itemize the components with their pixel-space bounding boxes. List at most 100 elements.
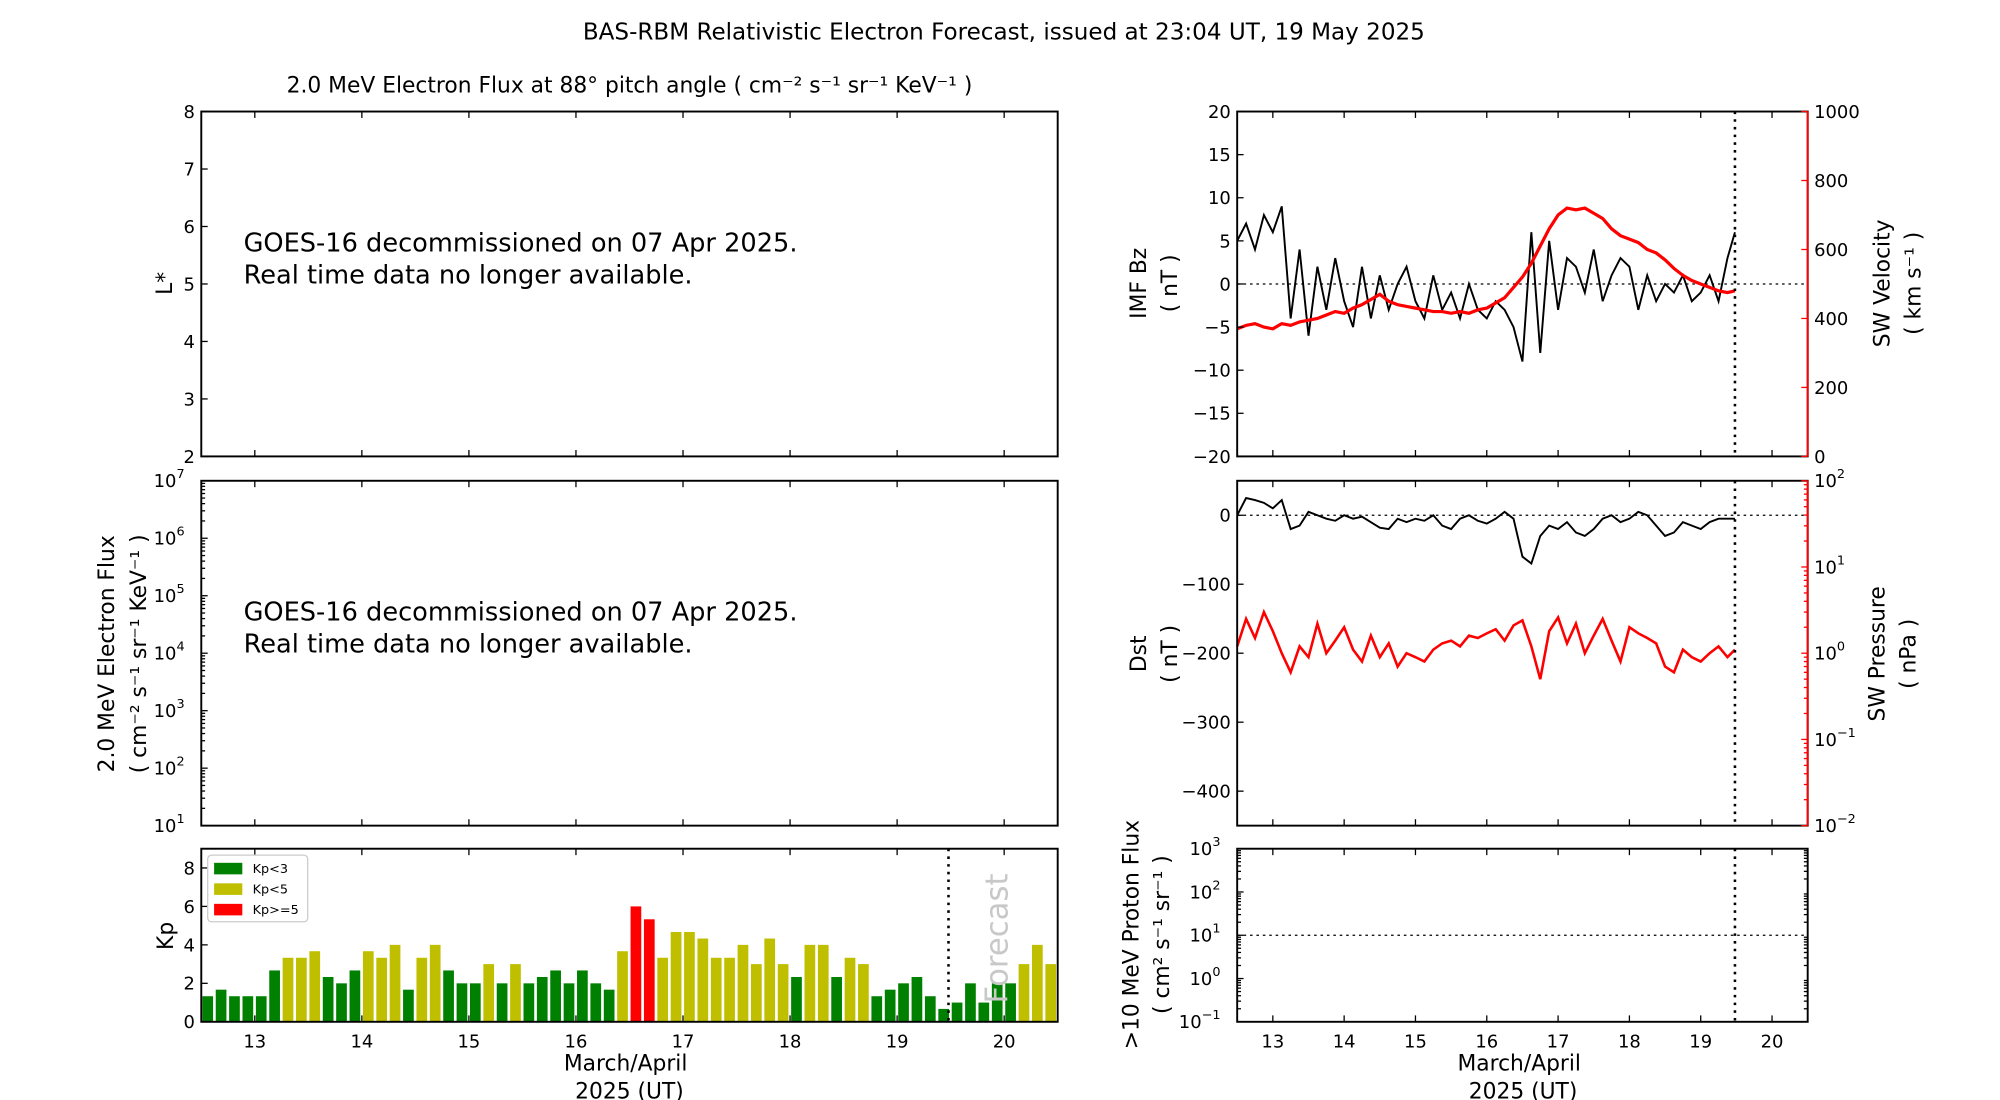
figure-title: BAS-RBM Relativistic Electron Forecast, … bbox=[583, 20, 1425, 46]
proton-ylabel-line1: >10 MeV Proton Flux bbox=[1119, 820, 1144, 1049]
pressure-ylabel-line2: ( nPa ) bbox=[1896, 619, 1921, 689]
y-tick-label: 800 bbox=[1814, 171, 1848, 192]
y-tick-label: 4 bbox=[183, 935, 194, 956]
legend-swatch bbox=[214, 883, 243, 895]
y-tick-label: 10−1 bbox=[1179, 1008, 1221, 1033]
kp-bar bbox=[991, 983, 1003, 1022]
tick-exponent: −1 bbox=[1837, 726, 1856, 741]
kp-bar bbox=[643, 919, 655, 1022]
y-tick-label: 101 bbox=[1190, 922, 1221, 947]
x-tick-label: 20 bbox=[1761, 1031, 1784, 1052]
tick-exponent: 6 bbox=[176, 525, 184, 540]
kp-bar bbox=[684, 931, 695, 1022]
kp-bar bbox=[737, 944, 749, 1022]
y-tick-label: 200 bbox=[1814, 378, 1848, 399]
y-tick-label: 100 bbox=[1814, 640, 1845, 665]
flux-message-line1: GOES-16 decommissioned on 07 Apr 2025. bbox=[244, 598, 798, 628]
kp-bar bbox=[603, 989, 615, 1022]
kp-bar bbox=[831, 976, 842, 1022]
tick-exponent: 3 bbox=[1212, 835, 1220, 850]
kp-bar bbox=[1005, 983, 1016, 1022]
lstar-message-line2: Real time data no longer available. bbox=[244, 260, 693, 290]
y-tick-label: 15 bbox=[1208, 145, 1231, 166]
kp-bar bbox=[563, 983, 575, 1022]
y-tick-label: 0 bbox=[1814, 447, 1825, 468]
y-tick-label: 101 bbox=[1814, 553, 1845, 578]
y-tick-label: 10 bbox=[1208, 188, 1231, 209]
y-tick-label: 102 bbox=[154, 755, 185, 780]
kp-bar bbox=[202, 996, 214, 1022]
imf-ylabel-line1: IMF Bz bbox=[1127, 248, 1152, 319]
sw-pressure-line bbox=[1235, 608, 1736, 680]
kp-bar bbox=[724, 957, 735, 1022]
y-tick-label: 6 bbox=[183, 897, 194, 918]
kp-bar bbox=[362, 951, 374, 1022]
kp-bar bbox=[791, 976, 802, 1022]
kp-bar bbox=[403, 989, 414, 1022]
legend-swatch bbox=[214, 862, 243, 875]
x-tick-label: 15 bbox=[1404, 1031, 1427, 1052]
legend-label: Kp>=5 bbox=[253, 903, 299, 918]
kp-bar bbox=[884, 989, 896, 1022]
y-tick-label: 2 bbox=[183, 447, 194, 468]
proton-xlabel-line1: March/April bbox=[1457, 1052, 1581, 1077]
flux-message-line2: Real time data no longer available. bbox=[244, 630, 693, 660]
kp-bar bbox=[349, 970, 361, 1022]
y-tick-label: 4 bbox=[183, 332, 194, 353]
y-tick-label: 10−1 bbox=[1814, 726, 1856, 751]
plot-frame bbox=[1236, 479, 1809, 827]
kp-bar bbox=[617, 951, 628, 1022]
kp-bar bbox=[550, 970, 561, 1022]
flux-ylabel-line1: 2.0 MeV Electron Flux bbox=[95, 535, 120, 772]
kp-bar bbox=[456, 983, 468, 1022]
tick-exponent: 0 bbox=[1212, 965, 1220, 980]
dst-ylabel-line2: ( nT ) bbox=[1158, 625, 1183, 683]
x-tick-label: 18 bbox=[1618, 1031, 1641, 1052]
kp-bar bbox=[309, 951, 321, 1022]
kp-bar bbox=[496, 983, 508, 1022]
legend-swatch bbox=[214, 903, 243, 916]
kp-bar bbox=[389, 944, 401, 1022]
y-tick-label: 20 bbox=[1208, 102, 1231, 123]
y-tick-label: 400 bbox=[1814, 309, 1848, 330]
proton-xlabel-line2: 2025 (UT) bbox=[1469, 1080, 1578, 1100]
tick-exponent: 2 bbox=[1212, 878, 1220, 893]
kp-bar bbox=[924, 996, 936, 1022]
kp-xlabel-line1: March/April bbox=[564, 1052, 688, 1077]
kp-bar bbox=[871, 996, 883, 1022]
plot-frame bbox=[1236, 847, 1809, 1023]
tick-exponent: 1 bbox=[1212, 922, 1220, 937]
kp-bar bbox=[750, 964, 762, 1022]
kp-bar bbox=[483, 964, 495, 1022]
tick-exponent: −1 bbox=[1202, 1008, 1221, 1023]
kp-bar bbox=[817, 944, 829, 1022]
kp-bar bbox=[590, 983, 602, 1022]
kp-bar bbox=[965, 983, 976, 1022]
kp-panel: 13 14 15 16 17 18 19 20 0 2 4 6 8 Kp<3 Kp<5 Kp>=5 bbox=[183, 847, 1059, 1052]
kp-bar bbox=[710, 957, 722, 1022]
y-tick-label: 8 bbox=[183, 858, 194, 879]
lstar-panel: 2 3 4 5 6 7 8 bbox=[183, 102, 1059, 468]
y-tick-label: 101 bbox=[154, 812, 185, 837]
y-tick-label: 107 bbox=[154, 467, 185, 492]
imf-bz-line bbox=[1236, 206, 1736, 362]
y-tick-label: −10 bbox=[1193, 361, 1231, 382]
sw-velocity-line bbox=[1236, 206, 1736, 331]
kp-bar bbox=[269, 970, 280, 1022]
kp-bar bbox=[1018, 964, 1030, 1022]
y-tick-label: −200 bbox=[1181, 644, 1230, 665]
y-tick-label: 100 bbox=[1190, 965, 1221, 990]
lstar-ylabel: L* bbox=[153, 272, 178, 295]
y-tick-label: 103 bbox=[154, 697, 185, 722]
y-tick-label: 5 bbox=[183, 274, 194, 295]
y-tick-label: 5 bbox=[1219, 231, 1230, 252]
pressure-ylabel-line1: SW Pressure bbox=[1866, 586, 1891, 721]
kp-bar bbox=[804, 944, 816, 1022]
plot-frame bbox=[200, 847, 1059, 1023]
kp-bar bbox=[978, 1002, 990, 1022]
kp-bar bbox=[296, 957, 307, 1022]
kp-bar bbox=[536, 976, 548, 1022]
